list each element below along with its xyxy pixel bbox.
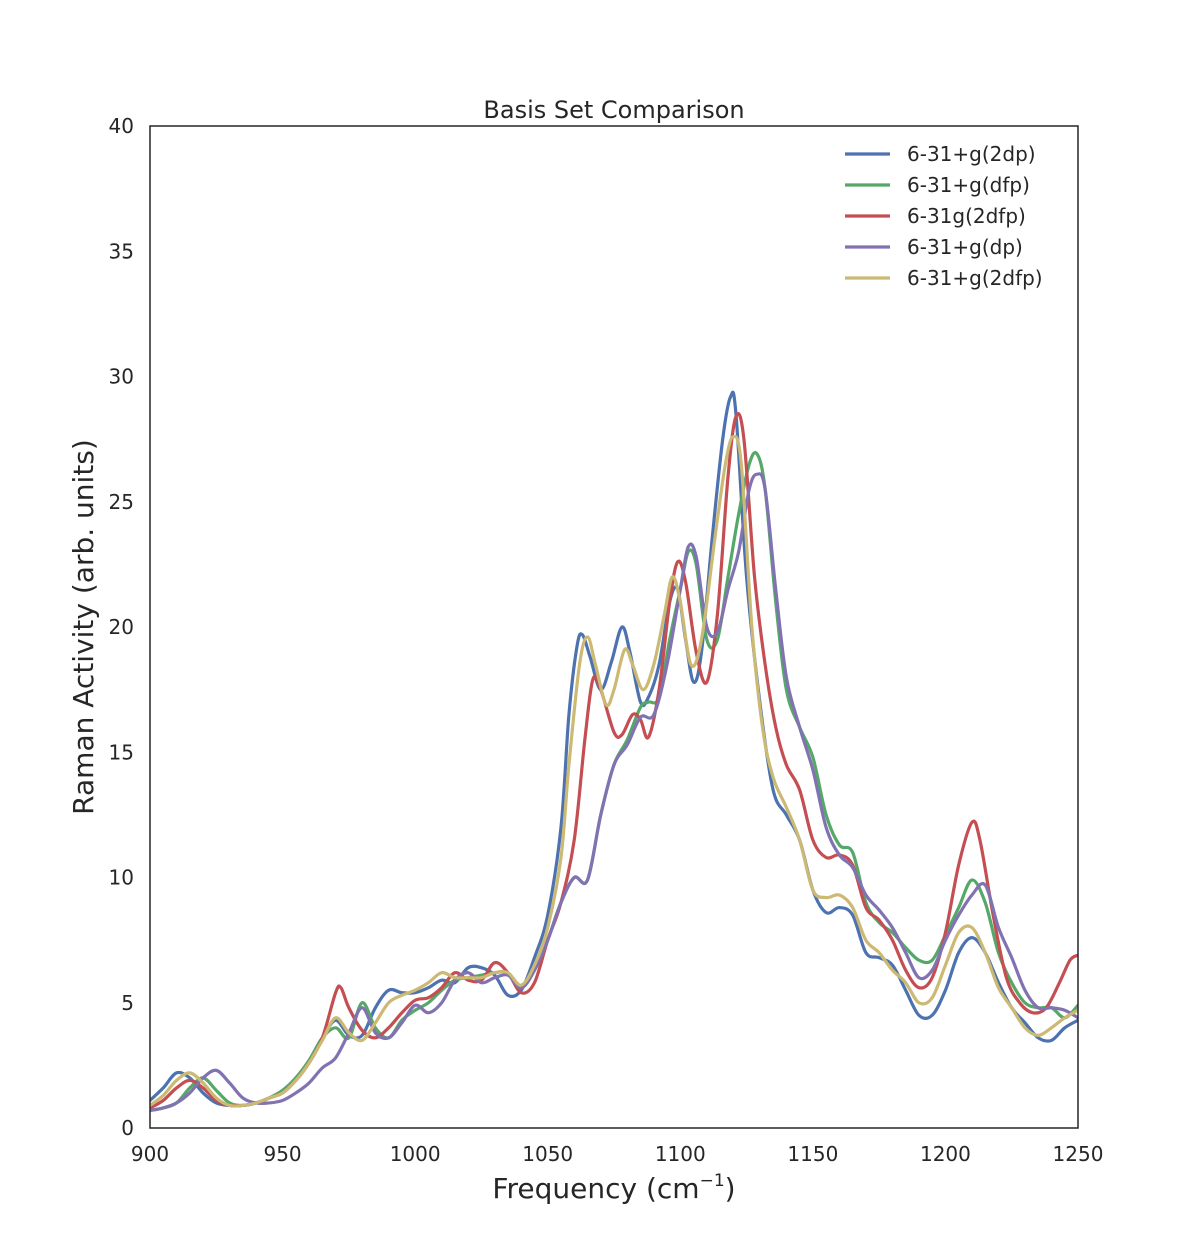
- y-tick-label: 5: [121, 991, 134, 1015]
- y-tick-label: 10: [109, 866, 134, 890]
- y-tick-label: 35: [109, 239, 134, 263]
- y-axis-ticks: 0 5 10 15 20 25 30 35 40: [109, 114, 134, 1140]
- y-tick-label: 20: [109, 615, 134, 639]
- x-tick-label: 1250: [1053, 1142, 1104, 1166]
- x-tick-label: 900: [131, 1142, 169, 1166]
- x-axis-label-end: ): [725, 1172, 736, 1205]
- legend: 6-31+g(2dp) 6-31+g(dfp) 6-31g(2dfp) 6-31+g(…: [845, 142, 1043, 290]
- x-axis-label-main: Frequency (cm: [492, 1172, 699, 1205]
- x-tick-label: 950: [263, 1142, 301, 1166]
- y-tick-label: 0: [121, 1116, 134, 1140]
- plot-area: [150, 390, 1078, 1113]
- series-line-4: [150, 434, 1078, 1108]
- y-tick-label: 30: [109, 365, 134, 389]
- legend-label-2: 6-31g(2dfp): [907, 204, 1026, 228]
- x-axis-label: Frequency (cm−1): [492, 1171, 735, 1205]
- y-tick-label: 25: [109, 490, 134, 514]
- y-axis-label: Raman Activity (arb. units): [67, 439, 100, 815]
- x-tick-label: 1150: [787, 1142, 838, 1166]
- series-line-2: [150, 412, 1078, 1110]
- x-tick-label: 1100: [655, 1142, 706, 1166]
- chart-title: Basis Set Comparison: [483, 96, 744, 124]
- y-tick-label: 15: [109, 740, 134, 764]
- series-line-3: [150, 472, 1078, 1113]
- legend-label-3: 6-31+g(dp): [907, 235, 1023, 259]
- x-axis-ticks: 900 950 1000 1050 1100 1150 1200 1250: [131, 1142, 1104, 1166]
- legend-label-4: 6-31+g(2dfp): [907, 266, 1043, 290]
- x-tick-label: 1000: [390, 1142, 441, 1166]
- x-tick-label: 1050: [522, 1142, 573, 1166]
- y-tick-label: 40: [109, 114, 134, 138]
- series-lines: [150, 390, 1078, 1113]
- legend-label-0: 6-31+g(2dp): [907, 142, 1036, 166]
- plot-frame: [149, 125, 1079, 1129]
- x-axis-label-superscript: −1: [700, 1171, 725, 1191]
- x-tick-label: 1200: [920, 1142, 971, 1166]
- legend-label-1: 6-31+g(dfp): [907, 173, 1030, 197]
